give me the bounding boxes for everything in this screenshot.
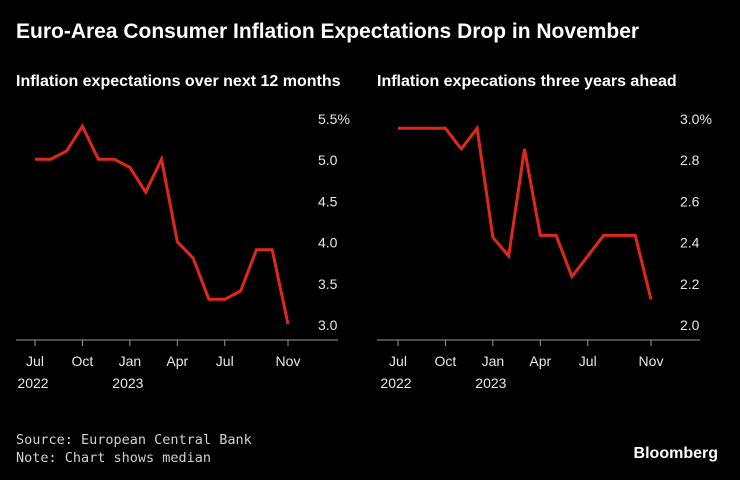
- x-tick-label: Oct: [435, 353, 457, 369]
- x-tick-label: Apr: [166, 353, 188, 369]
- y-tick-label: 3.0: [318, 317, 338, 333]
- panel-left: 3.0 3.5 4.0 4.5 5.0 5.5% Jul 2022 Oct Jan 2023 Apr J…: [16, 111, 350, 391]
- x-tick-year: 2023: [475, 375, 506, 391]
- y-tick-label: 4.0: [318, 235, 338, 251]
- y-tick-label: 3.0%: [680, 111, 712, 127]
- x-tick-year: 2023: [112, 375, 143, 391]
- right-panel-title: Inflation expecations three years ahead: [377, 73, 677, 90]
- y-tick-label: 2.2: [680, 276, 700, 292]
- series-line: [398, 124, 653, 300]
- x-tick-label: Apr: [529, 353, 551, 369]
- chart-title: Euro-Area Consumer Inflation Expectation…: [16, 20, 640, 43]
- panel-right: 2.0 2.2 2.4 2.6 2.8 3.0% Jul 2022 Oct Jan 2023 Apr J…: [377, 111, 712, 391]
- y-tick-label: 5.5%: [318, 111, 350, 127]
- x-tick-label: Jan: [482, 353, 505, 369]
- x-tick-year: 2022: [17, 375, 48, 391]
- x-tick-year: 2022: [380, 375, 411, 391]
- y-tick-label: 4.5: [318, 193, 338, 209]
- y-tick-label: 2.4: [680, 235, 700, 251]
- x-tick-label: Nov: [276, 353, 301, 369]
- median-note: Note: Chart shows median: [16, 450, 212, 466]
- y-tick-label: 2.6: [680, 193, 700, 209]
- y-tick-label: 2.8: [680, 152, 700, 168]
- x-tick-label: Nov: [639, 353, 664, 369]
- y-tick-label: 5.0: [318, 152, 338, 168]
- left-panel-title: Inflation expectations over next 12 mont…: [16, 73, 341, 90]
- y-tick-label: 3.5: [318, 276, 338, 292]
- bloomberg-logo: Bloomberg: [633, 445, 718, 462]
- x-tick-label: Jan: [119, 353, 142, 369]
- x-tick-label: Jul: [389, 353, 407, 369]
- y-tick-label: 2.0: [680, 317, 700, 333]
- x-tick-label: Jul: [216, 353, 234, 369]
- x-tick-label: Oct: [72, 353, 94, 369]
- x-tick-label: Jul: [579, 353, 597, 369]
- source-note: Source: European Central Bank: [16, 432, 252, 448]
- x-tick-label: Jul: [26, 353, 44, 369]
- series-line: [35, 123, 290, 325]
